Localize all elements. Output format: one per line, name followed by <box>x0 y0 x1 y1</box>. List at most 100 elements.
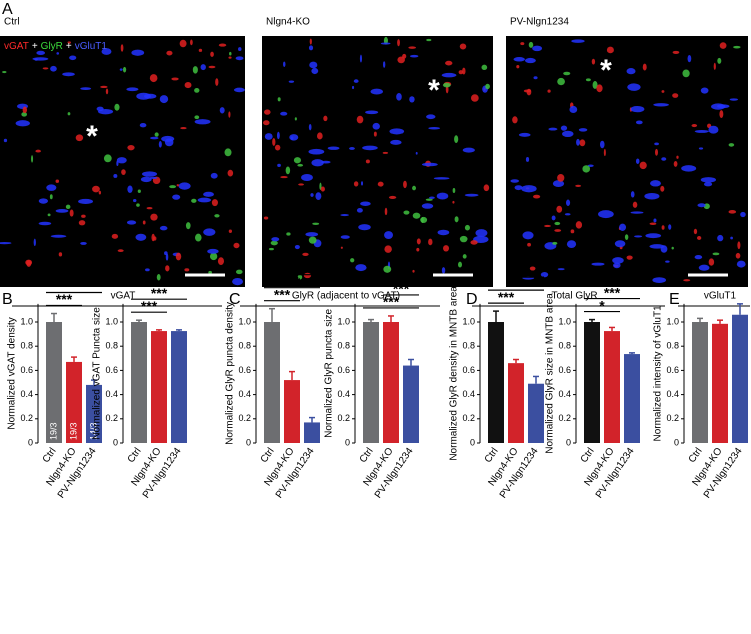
signal-blob <box>388 195 397 199</box>
significance-label: *** <box>284 273 301 289</box>
signal-blob <box>520 42 525 46</box>
signal-blob <box>21 112 28 117</box>
signal-blob <box>194 88 200 93</box>
signal-blob <box>227 169 234 177</box>
signal-blob <box>560 125 568 131</box>
signal-blob <box>698 264 710 271</box>
signal-blob <box>592 81 598 89</box>
signal-blob <box>516 64 520 69</box>
n-label: 14/3 <box>88 422 98 440</box>
bar <box>692 322 708 443</box>
signal-blob <box>285 166 291 175</box>
signal-blob <box>642 63 647 71</box>
signal-blob <box>263 216 269 220</box>
signal-blob <box>591 262 605 266</box>
y-tick-label: 0.8 <box>666 341 679 351</box>
y-tick-label: 0 <box>566 437 571 447</box>
section-title: vGluT1 <box>704 291 737 302</box>
signal-blob <box>47 213 51 217</box>
cell-marker: * <box>86 120 98 153</box>
panel-letter: E <box>669 291 680 308</box>
y-tick-label: 0 <box>113 437 118 447</box>
signal-blob <box>310 193 314 197</box>
signal-blob <box>101 48 112 55</box>
bar <box>383 322 399 443</box>
bar <box>403 365 419 443</box>
signal-blob <box>362 145 378 151</box>
signal-blob <box>441 267 446 274</box>
signal-blob <box>185 222 191 230</box>
y-tick-label: 0.8 <box>105 341 118 351</box>
signal-blob <box>630 191 635 198</box>
bar <box>171 331 187 443</box>
panel-label: PV-Nlgn1234 <box>510 17 569 28</box>
signal-blob <box>210 51 214 57</box>
panel-letter: B <box>2 291 13 308</box>
signal-blob <box>566 240 577 248</box>
y-tick-label: 1.0 <box>337 316 350 326</box>
signal-blob <box>180 126 187 130</box>
significance-label: *** <box>614 271 631 287</box>
signal-blob <box>224 148 232 157</box>
signal-blob <box>166 50 173 56</box>
y-axis-label: Normalized vGAT Puncta size <box>92 307 103 440</box>
signal-blob <box>356 208 363 213</box>
signal-blob <box>150 136 159 140</box>
significance-label: *** <box>294 260 311 276</box>
n-label: 19/3 <box>68 422 78 440</box>
signal-blob <box>365 159 370 164</box>
y-tick-label: 1.0 <box>666 316 679 326</box>
signal-blob <box>412 269 415 273</box>
signal-blob <box>645 233 662 239</box>
signal-blob <box>117 249 124 253</box>
signal-blob <box>653 218 657 223</box>
signal-blob <box>26 259 32 267</box>
micrograph <box>506 36 748 287</box>
signal-blob <box>397 39 400 47</box>
signal-blob <box>462 254 467 259</box>
signal-blob <box>459 43 467 50</box>
signal-blob <box>228 56 232 59</box>
signal-blob <box>238 47 242 52</box>
signal-blob <box>554 229 562 232</box>
signal-blob <box>140 176 152 183</box>
signal-blob <box>176 184 180 187</box>
signal-blob <box>672 50 680 55</box>
signal-blob <box>421 162 438 167</box>
signal-blob <box>308 236 317 244</box>
signal-blob <box>582 165 591 173</box>
signal-blob <box>475 229 488 237</box>
signal-blob <box>634 235 643 238</box>
signal-blob <box>349 147 355 150</box>
x-tick-label: Ctrl <box>687 446 705 465</box>
signal-blob <box>31 155 34 163</box>
signal-blob <box>470 240 478 245</box>
signal-blob <box>523 89 532 93</box>
signal-blob <box>302 252 309 257</box>
signal-blob <box>315 192 322 200</box>
signal-blob <box>425 198 433 201</box>
signal-blob <box>464 224 470 231</box>
signal-blob <box>145 268 150 272</box>
signal-blob <box>606 46 614 54</box>
signal-blob <box>426 114 436 120</box>
signal-blob <box>209 252 218 261</box>
signal-blob <box>184 82 192 89</box>
signal-blob <box>459 235 468 243</box>
signal-blob <box>207 248 219 254</box>
signal-blob <box>700 177 717 183</box>
signal-blob <box>396 93 402 101</box>
signal-blob <box>552 180 565 187</box>
y-tick-label: 0.4 <box>105 389 118 399</box>
signal-blob <box>691 124 698 128</box>
signal-blob <box>305 232 319 237</box>
x-tick-label: Ctrl <box>126 446 144 465</box>
y-tick-label: 1.0 <box>105 316 118 326</box>
signal-blob <box>359 54 363 63</box>
signal-blob <box>697 235 702 240</box>
signal-blob <box>421 203 434 209</box>
x-tick-label: Ctrl <box>259 446 277 465</box>
signal-blob <box>719 110 724 118</box>
